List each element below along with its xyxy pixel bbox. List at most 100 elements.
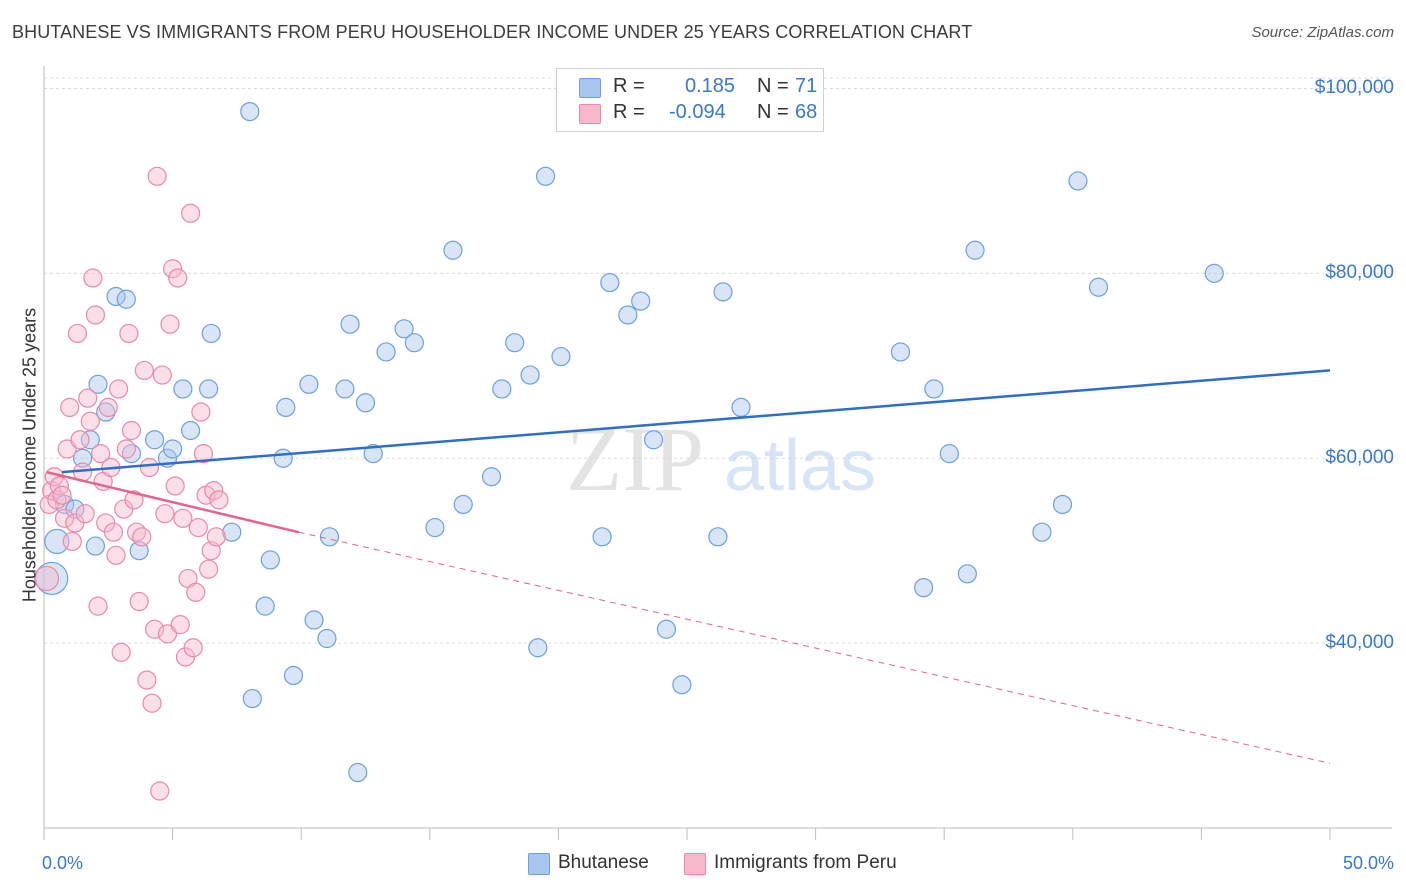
bhutanese-point — [600, 273, 620, 293]
bhutanese-point — [173, 379, 193, 399]
peru-point — [98, 397, 118, 418]
trend-lines — [46, 369, 1331, 764]
legend-n-label: N = — [757, 101, 789, 123]
peru-point — [147, 166, 167, 186]
bhutanese-point — [222, 522, 242, 542]
bhutanese-point — [181, 420, 201, 441]
bhutanese-point — [283, 665, 304, 686]
bhutanese-point — [708, 527, 728, 547]
peru-point — [193, 444, 214, 464]
peru-point — [111, 642, 131, 662]
legend-r-label: R = — [613, 75, 645, 97]
peru-point — [186, 582, 206, 602]
peru-point — [78, 388, 98, 408]
peru-point — [70, 430, 90, 450]
bhutanese-point — [957, 564, 977, 584]
peru-point — [199, 559, 219, 579]
chart-title: BHUTANESE VS IMMIGRANTS FROM PERU HOUSEH… — [12, 22, 973, 42]
bhutanese-point — [88, 374, 108, 394]
bhutanese-point — [116, 289, 136, 309]
bhutanese-point — [273, 448, 293, 468]
peru-point — [152, 365, 172, 385]
bhutanese-point — [242, 688, 262, 709]
peru-point — [121, 420, 142, 441]
bhutanese-point — [355, 393, 376, 413]
y-tick-label: $100,000 — [1314, 77, 1394, 99]
bhutanese-point — [1088, 277, 1109, 297]
peru-point — [57, 439, 77, 459]
bhutanese-point — [85, 536, 106, 556]
bhutanese-point — [1032, 522, 1052, 542]
peru-point — [54, 508, 75, 528]
bhutanese-point — [425, 517, 445, 538]
bhutanese-point — [340, 314, 360, 334]
bhutanese-point — [492, 379, 512, 399]
peru-point — [181, 203, 201, 223]
bhutanese-point — [404, 333, 424, 353]
peru-point — [168, 268, 188, 288]
y-tick-label: $60,000 — [1325, 447, 1394, 469]
x-max-label: 50.0% — [1342, 853, 1394, 873]
bhutanese-point — [255, 596, 275, 616]
peru-point — [103, 522, 124, 542]
bottom-legend-swatch-bhutanese — [528, 853, 550, 875]
bhutanese-point — [505, 333, 525, 353]
bhutanese-point — [199, 379, 219, 399]
peru-point — [85, 305, 106, 325]
peru-point — [129, 591, 149, 612]
bhutanese-point — [1052, 494, 1073, 515]
peru-point — [204, 480, 224, 501]
peru-point — [124, 490, 144, 510]
bhutanese-point — [914, 578, 934, 598]
data-points — [33, 101, 1224, 801]
bhutanese-point — [299, 374, 319, 394]
bhutanese-point — [319, 527, 340, 547]
peru-point — [88, 596, 108, 616]
bhutanese-point — [535, 166, 556, 186]
bhutanese-point — [453, 494, 473, 515]
peru-point — [75, 504, 95, 524]
bhutanese-point — [939, 444, 959, 464]
axes — [43, 66, 1392, 840]
bhutanese-point — [731, 397, 751, 418]
peru-point — [108, 379, 129, 399]
legend-n-value: 68 — [795, 101, 818, 123]
bhutanese-point — [335, 379, 355, 399]
bhutanese-point — [304, 610, 324, 630]
peru-point — [33, 565, 60, 592]
bhutanese-point — [551, 346, 571, 367]
peru-point — [60, 397, 80, 418]
legend-r-label: R = — [613, 101, 645, 123]
peru-point — [119, 323, 139, 344]
legend-n-label: N = — [757, 75, 789, 97]
legend-swatch-bhutanese — [579, 78, 601, 98]
peru-point — [163, 259, 183, 279]
bhutanese-point — [443, 240, 463, 260]
peru-point — [183, 638, 203, 658]
bhutanese-point — [72, 448, 93, 468]
peru-point — [170, 615, 190, 635]
bottom-legend-swatch-peru — [684, 853, 706, 875]
peru-point — [150, 781, 170, 801]
peru-trend-line — [46, 470, 299, 534]
peru-point — [83, 268, 103, 288]
peru-point — [191, 402, 211, 422]
bottom-legend-label: Bhutanese — [558, 852, 649, 873]
peru-point — [209, 490, 229, 510]
peru-point — [160, 314, 180, 334]
bhutanese-point — [260, 550, 280, 570]
bhutanese-point — [924, 379, 944, 399]
legend-n-value: 71 — [795, 75, 818, 97]
bhutanese-point — [672, 675, 692, 695]
bhutanese-point — [643, 430, 664, 450]
peru-point — [90, 444, 111, 464]
legend-r-value: 0.185 — [685, 75, 736, 97]
bhutanese-point — [35, 561, 69, 596]
watermark-atlas: atlas — [724, 426, 876, 506]
bhutanese-point — [394, 319, 414, 339]
bhutanese-point — [592, 527, 612, 547]
bhutanese-point — [631, 291, 651, 311]
bhutanese-point — [656, 619, 677, 639]
bottom-legend-label: Immigrants from Peru — [714, 852, 897, 873]
grid-lines — [44, 77, 1392, 644]
